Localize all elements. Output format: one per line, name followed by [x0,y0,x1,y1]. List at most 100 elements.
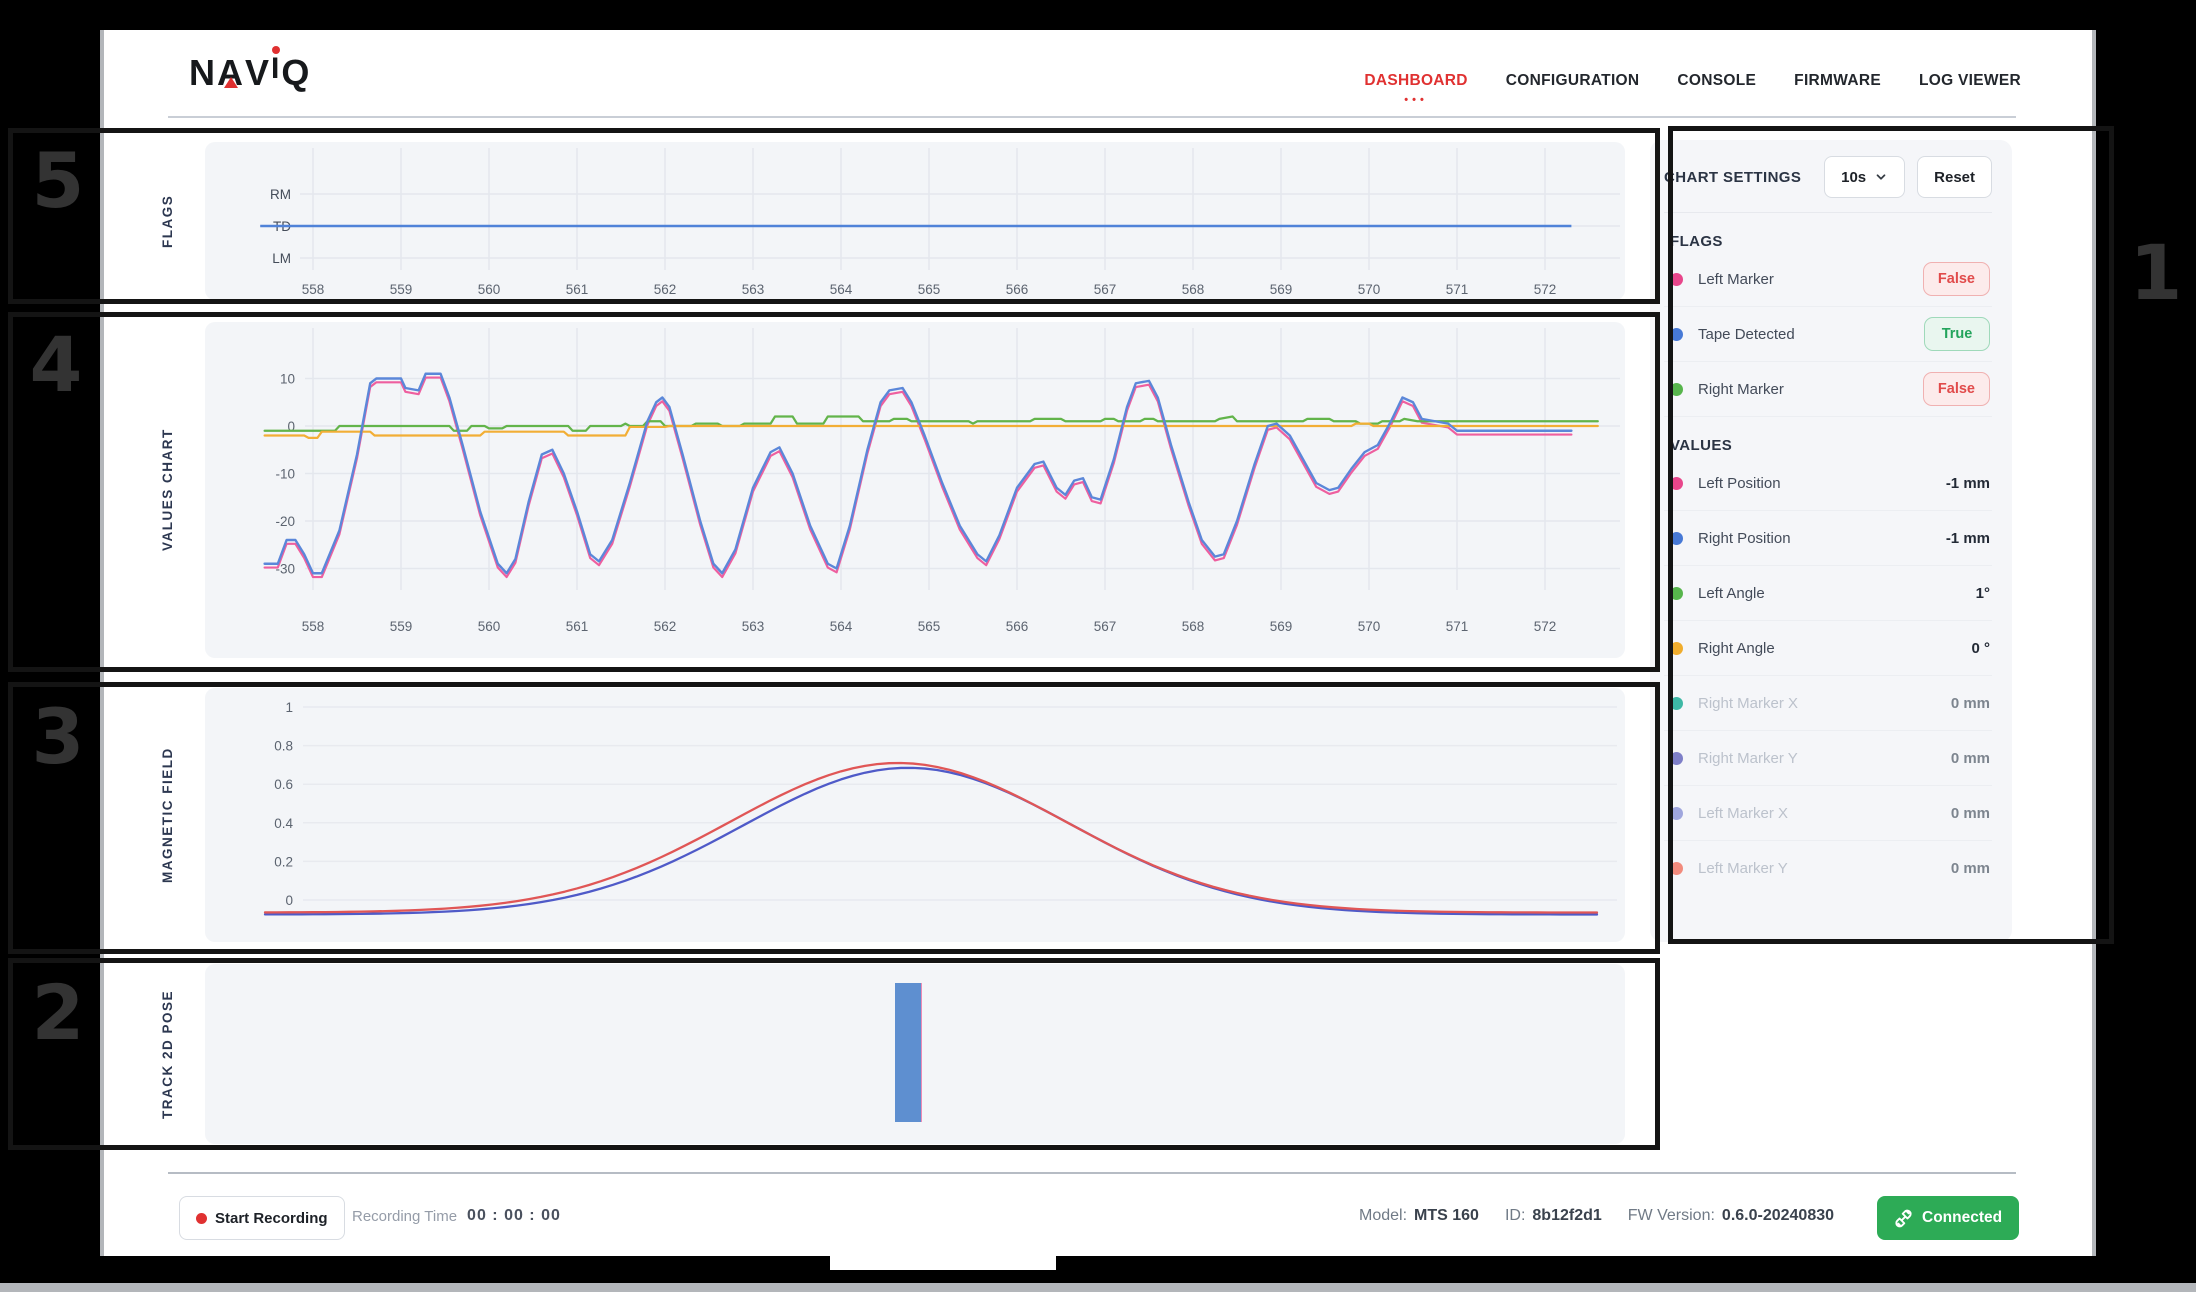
nav-item-dashboard[interactable]: DASHBOARD ••• [1364,72,1468,106]
svg-text:-30: -30 [275,562,295,577]
value-readout: -1 mm [1945,529,1990,547]
value-readout: 0 mm [1950,860,1990,877]
values-chart-svg: 10 0 -10 -20 -30 558 559 560 561 562 563 564 565 566 5… [263,328,1620,634]
logo-letter: Q [281,52,312,93]
sidebar-divider [1664,212,1992,213]
svg-text:-10: -10 [275,467,295,482]
track-pose-bar [895,983,922,1122]
recording-time: Recording Time 00 : 00 : 00 [352,1207,561,1225]
flags-section-title: FLAGS [1670,233,1723,250]
reset-button[interactable]: Reset [1917,156,1992,198]
svg-text:572: 572 [1534,282,1557,297]
magnetic-chart-svg: 1 0.8 0.6 0.4 0.2 0 [263,700,1617,916]
record-dot-icon [196,1212,207,1224]
value-row-right-marker-x: Right Marker X 0 mm [1664,676,1992,731]
callout-number-3: 3 [31,692,85,781]
flags-panel-label: FLAGS [160,194,175,248]
recording-time-label: Recording Time [352,1207,458,1225]
svg-text:570: 570 [1358,619,1381,634]
callout-number-5: 5 [31,136,85,225]
series-dot-salmon [1670,862,1683,875]
svg-text:564: 564 [830,619,853,634]
track-2d-pose-view [205,964,1625,1144]
series-dot-green [1670,586,1683,600]
series-dot-pink [1670,272,1683,286]
svg-text:569: 569 [1270,282,1293,297]
status-id: ID: 8b12f2d1 [1504,1207,1602,1224]
active-tab-dots-icon: ••• [1404,94,1428,106]
flags-chart: RM TD LM 558 559 560 561 562 563 564 565 566 567 568 5… [205,142,1625,300]
footer-divider [168,1172,2016,1174]
track-panel-label: TRACK 2D POSE [160,989,175,1119]
chart-settings-sidebar: CHART SETTINGS 10s Reset FLAGS Left Mark… [1650,140,2012,942]
value-row-left-position: Left Position -1 mm [1664,456,1992,511]
plug-icon [1895,1209,1912,1227]
svg-text:569: 569 [1270,619,1293,634]
recording-time-value: 00 : 00 : 00 [467,1207,561,1224]
svg-text:0: 0 [287,419,295,434]
series-dot-lavender [1670,806,1683,820]
value-readout: -1 mm [1945,474,1990,492]
value-row-right-marker-y: Right Marker Y 0 mm [1664,731,1992,786]
logo-letter-a: A [217,52,245,93]
flag-row-left-marker: Left Marker False [1664,252,1992,307]
svg-text:0.8: 0.8 [274,739,293,754]
svg-text:571: 571 [1446,282,1469,297]
svg-text:LM: LM [272,251,291,266]
value-row-right-angle: Right Angle 0 ° [1664,621,1992,676]
nav-item-console[interactable]: CONSOLE [1677,72,1757,89]
svg-text:567: 567 [1094,619,1117,634]
svg-text:568: 568 [1182,619,1205,634]
series-dot-orange [1670,641,1683,655]
status-badge-false: False [1922,372,1990,406]
svg-text:568: 568 [1182,282,1205,297]
logo-letter: V [245,52,272,93]
svg-text:572: 572 [1534,619,1557,634]
logo-red-dot-icon [272,46,281,54]
main-nav: DASHBOARD ••• CONFIGURATION CONSOLE FIRM… [1364,72,2021,106]
value-row-right-position: Right Position -1 mm [1664,511,1992,566]
svg-text:0.2: 0.2 [274,854,293,869]
svg-text:0.4: 0.4 [274,816,293,831]
value-row-left-marker-y: Left Marker Y 0 mm [1664,841,1992,896]
callout-number-1: 1 [2129,228,2183,317]
svg-text:559: 559 [390,282,413,297]
svg-text:565: 565 [918,282,941,297]
status-fw-version: FW Version: 0.6.0-20240830 [1627,1207,1835,1224]
svg-text:0.6: 0.6 [274,777,293,792]
svg-text:560: 560 [478,282,501,297]
svg-text:558: 558 [302,619,325,634]
values-section-title: VALUES [1670,437,1733,454]
bezel-bottom-tab [830,1256,1056,1270]
svg-text:560: 560 [478,619,501,634]
svg-text:570: 570 [1358,282,1381,297]
svg-text:559: 559 [390,619,413,634]
time-window-select[interactable]: 10s [1824,156,1906,198]
svg-text:571: 571 [1446,619,1469,634]
nav-item-configuration[interactable]: CONFIGURATION [1505,72,1640,89]
value-readout: 1° [1975,584,1990,602]
connected-badge[interactable]: Connected [1877,1196,2020,1240]
value-readout: 0 mm [1950,694,1990,712]
chevron-down-icon [1876,174,1886,180]
flag-row-right-marker: Right Marker False [1664,362,1992,417]
series-dot-green [1670,382,1683,396]
magnetic-panel-label: MAGNETIC FIELD [160,747,175,883]
nav-item-log-viewer[interactable]: LOG VIEWER [1918,72,2021,89]
svg-text:561: 561 [566,619,589,634]
value-readout: 0 mm [1950,804,1990,822]
magnetic-field-chart: 1 0.8 0.6 0.4 0.2 0 [205,688,1625,942]
value-row-left-marker-x: Left Marker X 0 mm [1664,786,1992,841]
nav-item-firmware[interactable]: FIRMWARE [1794,72,1881,89]
svg-text:563: 563 [742,619,765,634]
series-dot-blue [1670,531,1683,545]
callout-number-4: 4 [29,320,83,409]
series-dot-purple [1670,751,1683,765]
svg-text:566: 566 [1006,619,1029,634]
start-recording-button[interactable]: Start Recording [179,1196,345,1240]
callout-number-2: 2 [31,968,85,1057]
svg-text:RM: RM [270,187,291,202]
value-row-left-angle: Left Angle 1° [1664,566,1992,621]
series-dot-teal [1670,696,1683,710]
